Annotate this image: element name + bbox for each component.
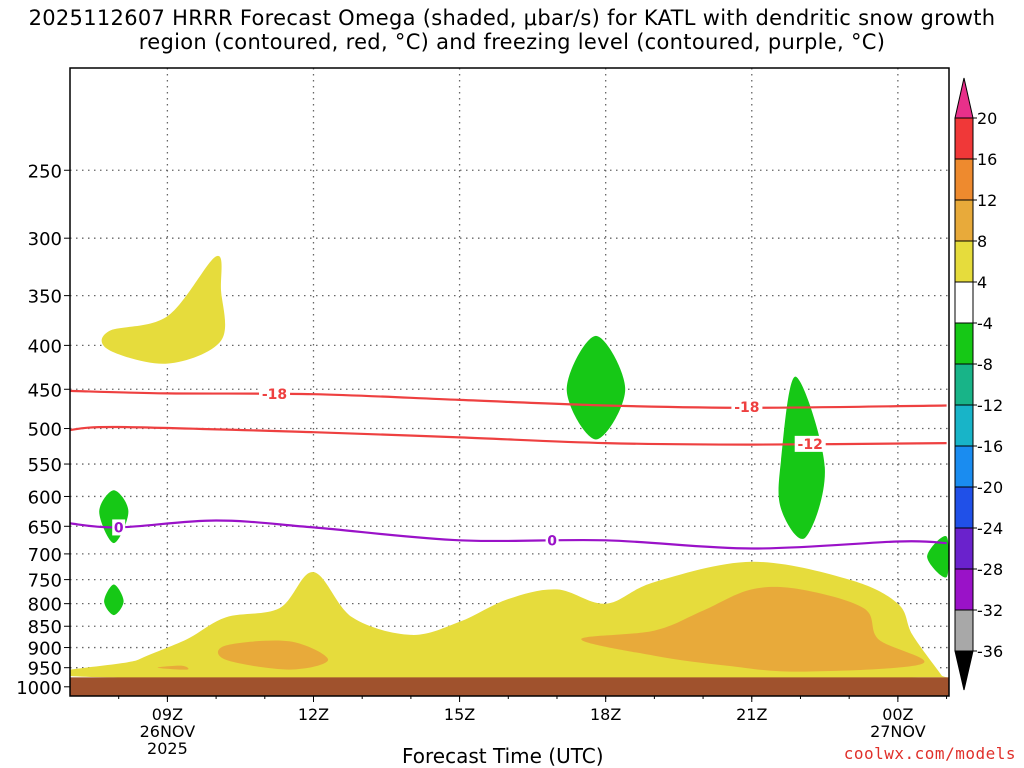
x-tick-label: 15Z — [444, 705, 475, 724]
y-tick-label: 850 — [28, 617, 62, 638]
contour-labels: -18 -18 -12 0 0 — [112, 386, 826, 549]
y-tick-label: 1000 — [16, 678, 62, 699]
y-tick-label: 650 — [28, 517, 62, 538]
contour-label: 0 — [114, 520, 124, 536]
chart-title: 2025112607 HRRR Forecast Omega (shaded, … — [28, 6, 996, 54]
colorbar-label: -28 — [977, 560, 1003, 579]
y-tick-label: 550 — [28, 455, 62, 476]
pressure-axis: 2503003504004505005506006507007508008509… — [16, 161, 70, 699]
colorbar-label: -36 — [977, 642, 1003, 661]
colorbar-label: 20 — [977, 109, 997, 128]
x-axis-label: Forecast Time (UTC) — [402, 744, 604, 768]
x-tick-label: 21Z — [736, 705, 767, 724]
x-tick-label: 18Z — [590, 705, 621, 724]
contour-label: 0 — [547, 533, 557, 549]
omega-region — [566, 335, 626, 440]
y-tick-label: 800 — [28, 595, 62, 616]
y-tick-label: 750 — [28, 571, 62, 592]
colorbar-label: -12 — [977, 396, 1003, 415]
colorbar-bottom-triangle — [954, 650, 974, 691]
colorbar-label: -8 — [977, 355, 993, 374]
omega-region — [101, 255, 226, 364]
y-tick-label: 300 — [28, 229, 62, 250]
x-tick-label: 09Z — [152, 705, 183, 724]
contour-label-bg — [731, 399, 763, 416]
contour-line — [70, 519, 947, 550]
colorbar-label: -16 — [977, 437, 1003, 456]
colorbar: 20 16 12 8 4 -4 -8 -12 -16 -20 -24 -28 -32 -36 — [954, 77, 1003, 691]
omega-region — [927, 536, 949, 578]
colorbar-box — [954, 445, 974, 488]
colorbar-box — [954, 199, 974, 242]
colorbar-box — [954, 240, 974, 283]
colorbar-box — [954, 609, 974, 652]
contour-label: -12 — [798, 437, 823, 453]
omega-shading — [70, 255, 949, 679]
source-credit: coolwx.com/models — [843, 744, 1016, 763]
y-tick-label: 700 — [28, 545, 62, 566]
colorbar-box — [954, 363, 974, 406]
y-tick-label: 900 — [28, 639, 62, 660]
contour-label: -18 — [734, 400, 759, 416]
contour-label-bg — [259, 386, 291, 403]
contour-line — [70, 389, 947, 409]
y-tick-label: 600 — [28, 487, 62, 508]
x-tick-date: 27NOV — [870, 722, 926, 741]
contour-label: -18 — [262, 387, 287, 403]
colorbar-box — [954, 158, 974, 201]
y-tick-label: 400 — [28, 336, 62, 357]
y-tick-label: 250 — [28, 161, 62, 182]
y-tick-label: 450 — [28, 380, 62, 401]
x-tick-label: 12Z — [298, 705, 329, 724]
omega-region — [217, 640, 329, 670]
x-tick-label: 00Z — [882, 705, 913, 724]
colorbar-box — [954, 568, 974, 611]
contour-line — [70, 425, 947, 446]
colorbar-box — [954, 322, 974, 365]
colorbar-label: 12 — [977, 191, 997, 210]
contour-label-bg — [112, 519, 126, 536]
colorbar-box — [954, 404, 974, 447]
colorbar-box — [954, 486, 974, 529]
colorbar-label: 8 — [977, 232, 987, 251]
x-tick-date: 26NOV — [140, 722, 196, 741]
colorbar-box — [954, 527, 974, 570]
colorbar-top-triangle — [954, 77, 974, 119]
contour-label-bg — [794, 435, 826, 452]
omega-region — [157, 665, 189, 670]
colorbar-label: 4 — [977, 273, 987, 292]
y-tick-label: 950 — [28, 659, 62, 680]
plot-frame — [69, 67, 950, 697]
y-tick-label: 500 — [28, 420, 62, 441]
colorbar-label: 16 — [977, 150, 997, 169]
contour-label-bg — [545, 532, 559, 549]
x-tick-year: 2025 — [147, 739, 188, 758]
colorbar-box — [954, 281, 974, 324]
colorbar-label: -4 — [977, 314, 993, 333]
colorbar-box — [954, 117, 974, 160]
colorbar-label: -24 — [977, 519, 1003, 538]
omega-region — [778, 376, 825, 539]
omega-region — [581, 586, 925, 672]
surface-ground — [70, 677, 949, 696]
colorbar-label: -20 — [977, 478, 1003, 497]
omega-region — [104, 584, 124, 616]
y-tick-label: 350 — [28, 287, 62, 308]
colorbar-label: -32 — [977, 601, 1003, 620]
